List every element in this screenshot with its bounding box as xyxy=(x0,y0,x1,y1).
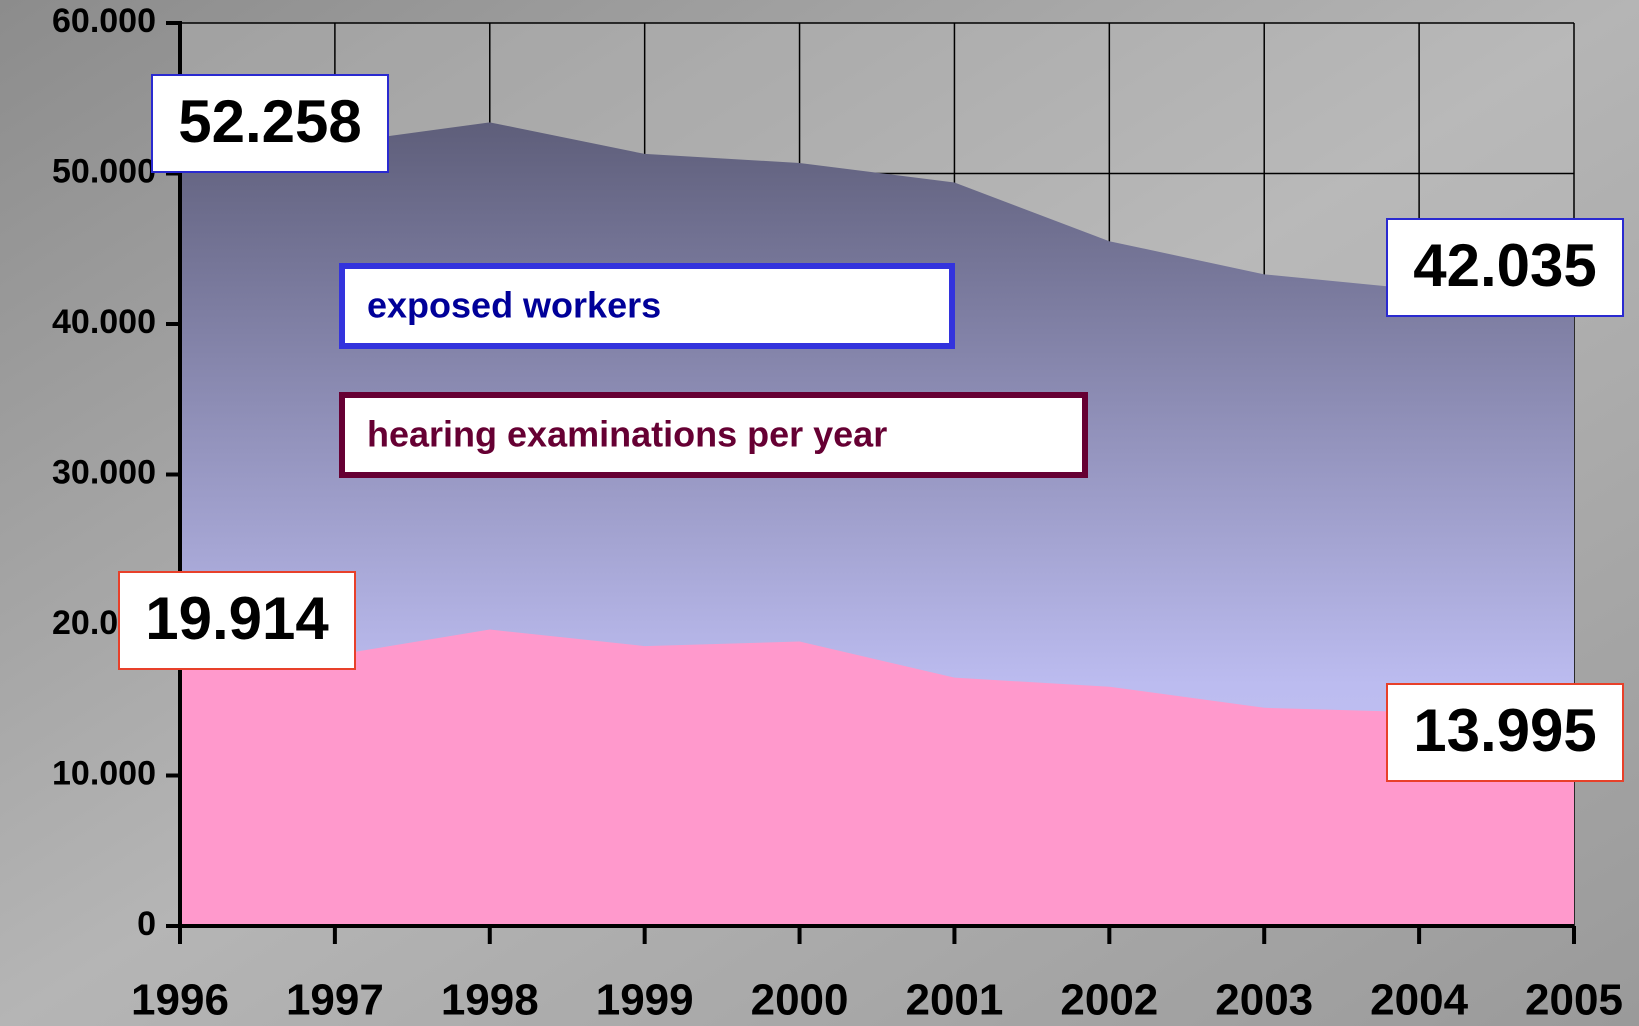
legend-label: hearing examinations per year xyxy=(367,414,887,455)
value-label: 52.258 xyxy=(178,88,362,155)
x-tick-label: 2003 xyxy=(1215,976,1313,1025)
y-tick-label: 60.000 xyxy=(52,2,156,40)
x-tick-label: 1998 xyxy=(441,976,539,1025)
x-tick-label: 2005 xyxy=(1525,976,1623,1025)
y-tick-label: 0 xyxy=(137,905,156,943)
chart: 010.00020.00030.00040.00050.00060.000199… xyxy=(0,0,1639,1026)
value-label: 19.914 xyxy=(145,585,329,652)
value-label: 42.035 xyxy=(1413,232,1597,299)
x-tick-label: 2001 xyxy=(905,976,1003,1025)
x-tick-label: 1996 xyxy=(131,976,229,1025)
x-tick-label: 2002 xyxy=(1060,976,1158,1025)
y-tick-label: 30.000 xyxy=(52,453,156,491)
x-tick-label: 1999 xyxy=(596,976,694,1025)
y-tick-label: 50.000 xyxy=(52,152,156,190)
x-tick-label: 1997 xyxy=(286,976,384,1025)
x-tick-label: 2000 xyxy=(751,976,849,1025)
value-label: 13.995 xyxy=(1413,697,1597,764)
legend-label: exposed workers xyxy=(367,285,661,326)
x-tick-label: 2004 xyxy=(1370,976,1468,1025)
y-tick-label: 10.000 xyxy=(52,754,156,792)
y-tick-label: 40.000 xyxy=(52,303,156,341)
